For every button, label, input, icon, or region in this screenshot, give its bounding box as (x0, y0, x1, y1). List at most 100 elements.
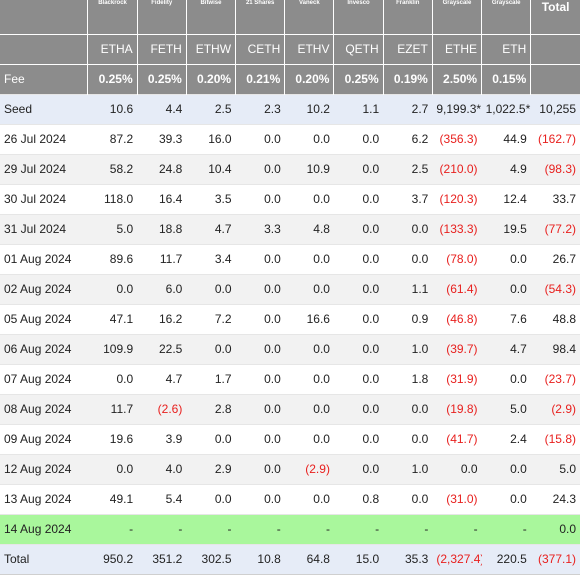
ticker-header: ETHW (186, 33, 237, 64)
flow-cell: 3.4 (186, 243, 236, 274)
flow-cell: 3.5 (186, 183, 236, 214)
flow-cell: 0.0 (235, 123, 285, 154)
flow-cell: 0.0 (481, 363, 531, 394)
row-label: 13 Aug 2024 (0, 483, 88, 514)
ticker-header: FETH (137, 33, 187, 64)
flow-cell: (2.6) (137, 393, 187, 424)
row-total-cell: (77.2) (530, 213, 580, 244)
row-total-cell: 48.8 (530, 303, 580, 334)
flow-cell: 4.9 (481, 153, 531, 184)
issuer-name: Franklin (383, 0, 433, 34)
flow-cell: 2.4 (481, 423, 531, 454)
flow-cell: 16.0 (186, 123, 236, 154)
flow-cell: 0.0 (87, 273, 138, 304)
row-label: 12 Aug 2024 (0, 453, 88, 484)
table-row: 05 Aug 2024 47.1 16.2 7.2 0.0 16.6 0.0 0.9 (46.8… (0, 303, 580, 334)
flow-cell: 0.8 (333, 483, 384, 514)
flow-cell: 0.0 (383, 213, 433, 244)
row-total-cell: (162.7) (530, 123, 580, 154)
flow-cell: (78.0) (432, 243, 482, 274)
flow-cell: 0.0 (432, 453, 482, 484)
flow-cell: 4.7 (186, 213, 236, 244)
fee-value: 0.25% (87, 63, 138, 94)
flow-cell: 4.7 (481, 333, 531, 364)
flow-cell: 3.3 (235, 213, 285, 244)
flow-cell: 1.1 (383, 273, 433, 304)
flow-cell: (61.4) (432, 273, 482, 304)
flow-cell: 0.0 (481, 243, 531, 274)
flow-cell: 2.3 (235, 93, 285, 124)
flow-cell: 0.0 (235, 333, 285, 364)
flow-cell: 0.0 (481, 453, 531, 484)
fee-value: 0.15% (481, 63, 532, 94)
flow-cell: 15.0 (333, 543, 384, 574)
flow-cell: 1.7 (186, 363, 236, 394)
issuer-name: Fidelity (137, 0, 187, 34)
row-label: 31 Jul 2024 (0, 213, 88, 244)
table-row: 26 Jul 2024 87.2 39.3 16.0 0.0 0.0 0.0 6.2 (356.… (0, 123, 580, 154)
corner-cell (0, 0, 89, 34)
table-row: 08 Aug 2024 11.7 (2.6) 2.8 0.0 0.0 0.0 0.0 (19.8… (0, 393, 580, 424)
flow-cell: 1.0 (383, 333, 433, 364)
fee-value: 0.19% (383, 63, 433, 94)
row-label: 30 Jul 2024 (0, 183, 88, 214)
flow-cell: 3.7 (383, 183, 433, 214)
total-row: Total 950.2 351.2 302.5 10.8 64.8 15.0 35.3 (2,3… (0, 543, 580, 574)
etf-flows-table: Blackrock Fidelity Bitwise 21 Shares Vaneck I… (0, 0, 580, 575)
fee-value: 0.21% (235, 63, 286, 94)
flow-cell: 10.6 (87, 93, 138, 124)
flow-cell: 0.0 (235, 243, 285, 274)
flow-cell: 9,199.3* (432, 93, 482, 124)
flow-cell: 7.2 (186, 303, 236, 334)
flow-cell: 0.0 (284, 123, 334, 154)
row-total-cell: 5.0 (530, 453, 580, 484)
flow-cell: 118.0 (87, 183, 138, 214)
fee-value: 0.20% (284, 63, 335, 94)
row-label: 07 Aug 2024 (0, 363, 88, 394)
flow-cell: 0.0 (87, 363, 138, 394)
flow-cell: 47.1 (87, 303, 138, 334)
table-row: 07 Aug 2024 0.0 4.7 1.7 0.0 0.0 0.0 1.8 (31.9) 0.… (0, 363, 580, 394)
row-label: Total (0, 543, 88, 574)
flow-cell: 22.5 (137, 333, 187, 364)
flow-cell: 10.2 (284, 93, 334, 124)
issuer-header-row: Blackrock Fidelity Bitwise 21 Shares Vaneck I… (0, 0, 580, 34)
row-total-cell: (98.3) (530, 153, 580, 184)
seed-row: Seed 10.6 4.4 2.5 2.3 10.2 1.1 2.7 9,199.3* 1,022… (0, 93, 580, 124)
flow-cell: 220.5 (481, 543, 531, 574)
flow-cell: 7.6 (481, 303, 531, 334)
table-row: 31 Jul 2024 5.0 18.8 4.7 3.3 4.8 0.0 0.0 (133.3)… (0, 213, 580, 244)
flow-cell: 18.8 (137, 213, 187, 244)
flow-cell: 1.1 (333, 93, 384, 124)
ticker-header: ETHV (284, 33, 335, 64)
flow-cell: 10.9 (284, 153, 334, 184)
flow-cell: 4.4 (137, 93, 187, 124)
flow-cell: (210.0) (432, 153, 482, 184)
issuer-name: Grayscale (432, 0, 483, 34)
flow-cell: (19.8) (432, 393, 482, 424)
table-row: 14 Aug 2024- - - - - - - - -0.0 (0, 513, 580, 544)
flow-cell: 89.6 (87, 243, 138, 274)
flow-cell: 5.0 (87, 213, 138, 244)
flow-cell: 6.0 (137, 273, 187, 304)
flow-cell: 109.9 (87, 333, 138, 364)
table-row: 02 Aug 2024 0.0 6.0 0.0 0.0 0.0 0.0 1.1 (61.4) 0.… (0, 273, 580, 304)
flow-cell: 39.3 (137, 123, 187, 154)
issuer-name: Vaneck (284, 0, 335, 34)
flow-cell: 10.4 (186, 153, 236, 184)
flow-cell: (356.3) (432, 123, 482, 154)
table-row: 06 Aug 2024 109.9 22.5 0.0 0.0 0.0 0.0 1.0 (39.7… (0, 333, 580, 364)
flow-cell: 0.0 (333, 303, 384, 334)
row-label: 26 Jul 2024 (0, 123, 88, 154)
row-total-cell: (377.1) (530, 543, 580, 574)
flow-cell: 0.0 (186, 333, 236, 364)
flow-cell: 19.6 (87, 423, 138, 454)
flow-cell: 19.5 (481, 213, 531, 244)
flow-cell: 0.0 (383, 243, 433, 274)
flow-cell: 0.0 (383, 393, 433, 424)
flow-cell: 0.0 (333, 423, 384, 454)
table-row: 30 Jul 2024 118.0 16.4 3.5 0.0 0.0 0.0 3.7 (120.… (0, 183, 580, 214)
flow-cell: 0.0 (235, 183, 285, 214)
flow-cell: 0.0 (284, 393, 334, 424)
flow-cell: 0.0 (284, 363, 334, 394)
